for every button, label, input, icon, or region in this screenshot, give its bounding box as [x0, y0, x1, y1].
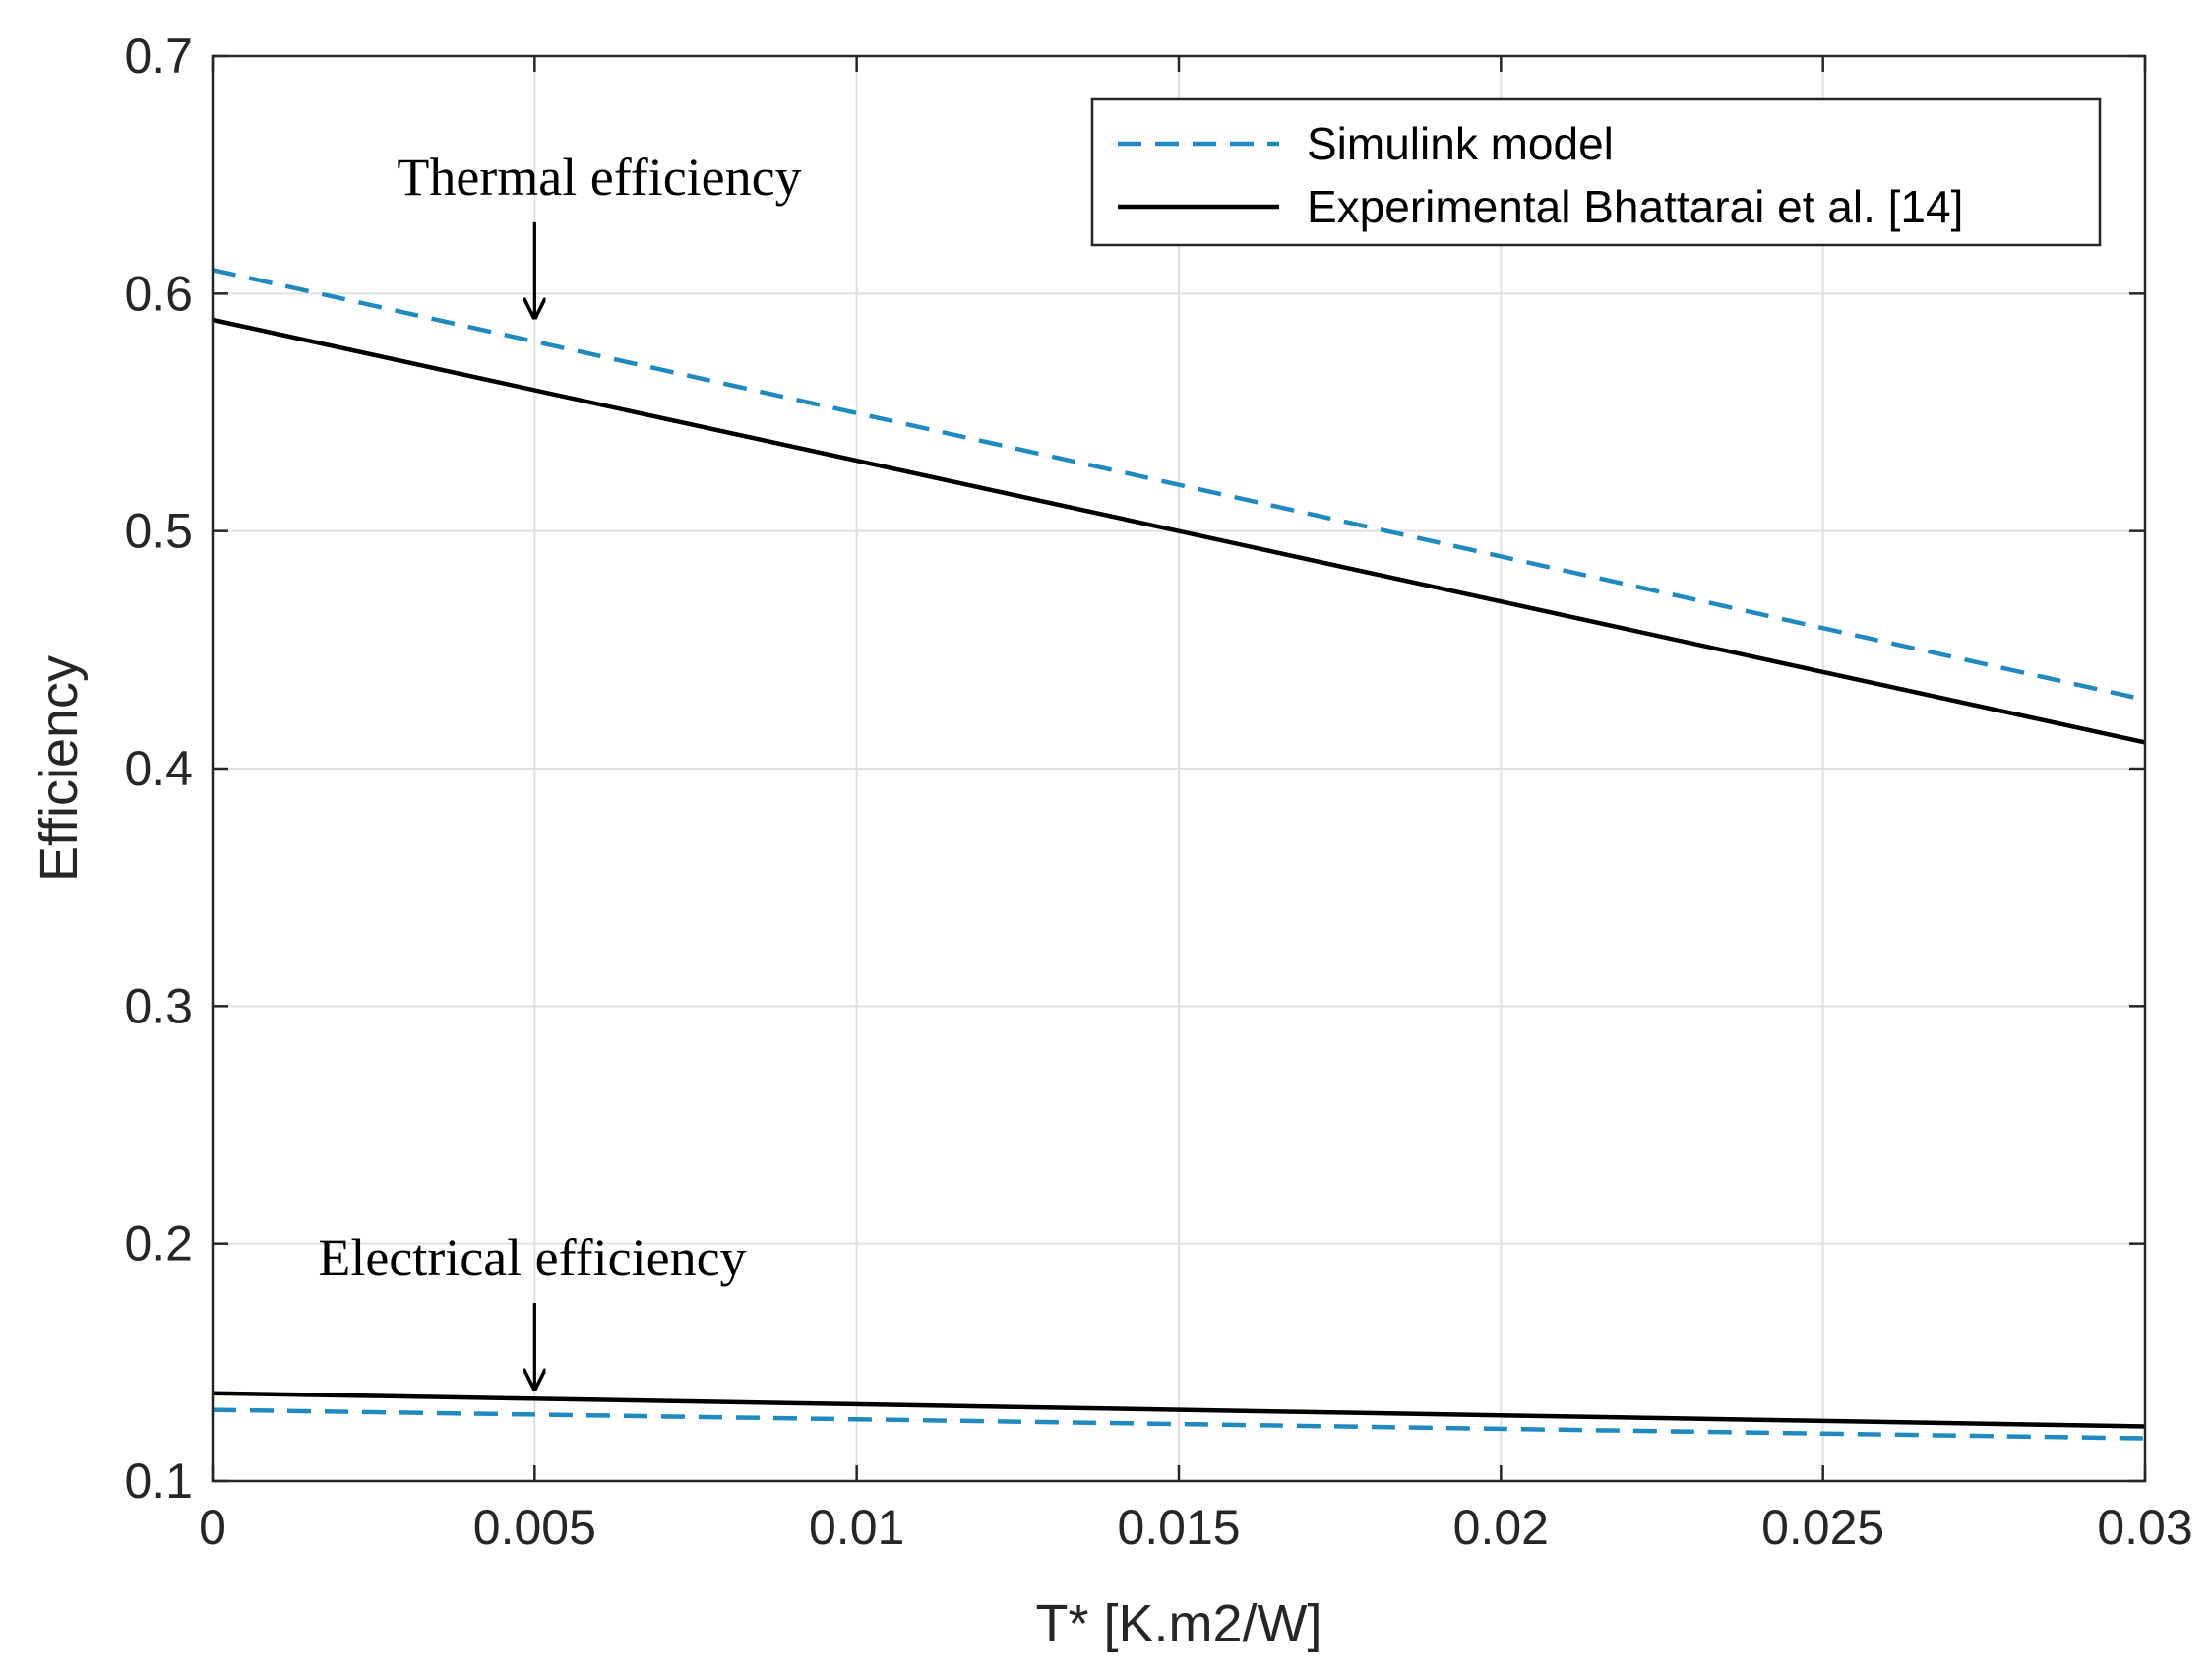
y-tick-label: 0.4 — [124, 741, 193, 796]
x-tick-label: 0.005 — [473, 1500, 596, 1555]
legend-label: Simulink model — [1307, 118, 1614, 169]
y-tick-label: 0.6 — [124, 266, 193, 321]
tick-labels: 0 0.005 0.01 0.015 0.02 0.025 0.03 0.1 0.2 0.3 0.4… — [124, 29, 2192, 1555]
annotation-label: Electrical efficiency — [318, 1228, 746, 1287]
series-line-0 — [212, 268, 2146, 703]
legend: Simulink model Experimental Bhattarai et … — [1090, 97, 2102, 247]
legend-box — [1090, 97, 2102, 247]
y-tick-label: 0.7 — [124, 29, 193, 84]
series-line-3 — [212, 1407, 2146, 1441]
grid — [213, 56, 2145, 1481]
x-tick-label: 0.01 — [809, 1500, 904, 1555]
legend-label: Experimental Bhattarai et al. [14] — [1307, 181, 1963, 232]
x-tick-label: 0.015 — [1117, 1500, 1240, 1555]
y-tick-label: 0.2 — [124, 1216, 193, 1271]
x-tick-label: 0.03 — [2097, 1500, 2192, 1555]
series-line-1 — [212, 317, 2146, 745]
series-line-2 — [212, 1391, 2146, 1429]
x-tick-label: 0.025 — [1761, 1500, 1884, 1555]
axes — [211, 54, 2147, 1483]
annotation-label: Thermal efficiency — [397, 148, 801, 207]
y-tick-label: 0.3 — [124, 978, 193, 1033]
x-axis-title: T* [K.m2/W] — [1035, 1594, 1321, 1653]
y-tick-label: 0.5 — [124, 504, 193, 559]
series-group — [212, 268, 2146, 1441]
y-tick-label: 0.1 — [124, 1454, 193, 1509]
y-axis-title: Efficiency — [30, 655, 89, 882]
x-tick-label: 0.02 — [1453, 1500, 1549, 1555]
x-tick-label: 0 — [199, 1500, 226, 1555]
annotations: Thermal efficiency Electrical efficiency — [318, 148, 802, 1389]
